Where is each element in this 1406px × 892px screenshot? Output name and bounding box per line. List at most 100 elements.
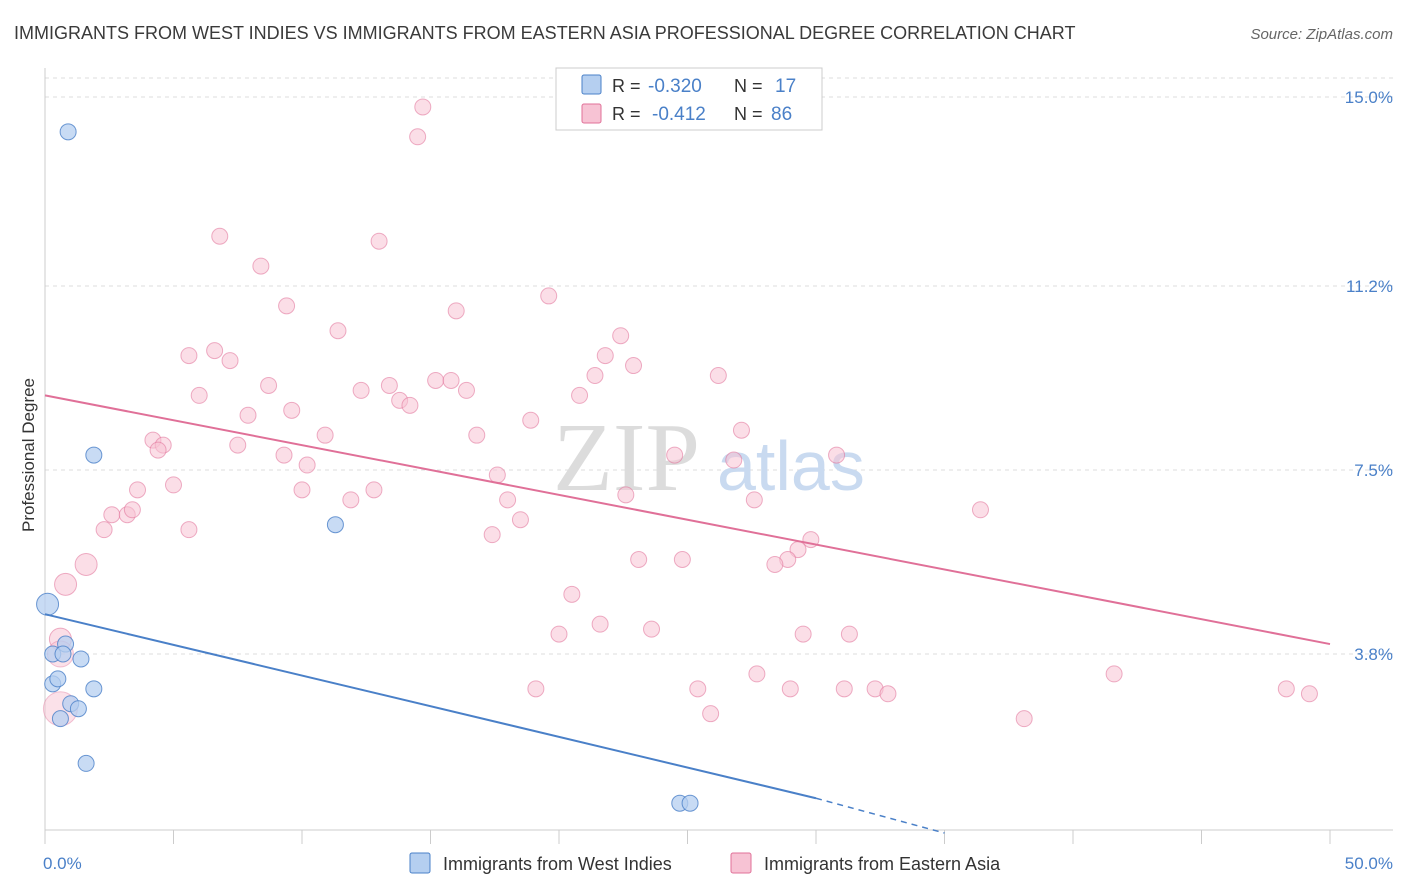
eastern-asia-point [630,551,648,569]
eastern-asia-point [643,620,661,638]
eastern-asia-point [1300,685,1318,703]
west-indies-point [36,592,60,616]
trend-lines [44,394,1331,834]
legend-n-value-2: 86 [771,104,792,125]
eastern-asia-point [745,491,763,509]
eastern-asia-point [971,501,989,519]
eastern-asia-point [709,367,727,384]
west-indies-point [49,670,67,688]
west-indies-points [36,123,699,812]
eastern-asia-point [794,625,812,643]
eastern-asia-point [483,526,501,544]
series-legend-swatch-eastern-asia [730,852,752,874]
eastern-asia-point [563,585,581,603]
west-indies-point [85,680,103,698]
eastern-asia-point [468,426,486,444]
eastern-asia-point [571,386,589,404]
watermark-atlas: atlas [717,427,865,505]
eastern-asia-point [732,421,750,439]
legend-r-value-1: -0.320 [648,76,702,97]
y-tick-label-3: 15.0% [1345,88,1393,107]
eastern-asia-point [427,371,445,389]
eastern-asia-point [447,302,465,320]
y-tick-label-2: 11.2% [1346,277,1393,296]
eastern-asia-point [1105,665,1123,683]
eastern-asia-point [879,685,897,703]
source-label: Source: ZipAtlas.com [1250,26,1393,43]
eastern-asia-point [617,486,635,504]
y-axis-title: Professional Degree [19,378,38,532]
eastern-asia-point [702,705,720,723]
west-indies-trend-line [44,613,817,800]
eastern-asia-point [74,552,98,576]
eastern-asia-point [414,98,432,116]
eastern-asia-point [298,456,316,474]
eastern-asia-point [370,232,388,250]
series-legend-label-eastern-asia: Immigrants from Eastern Asia [764,854,1001,874]
legend-r-label-2: R = [612,104,641,124]
west-indies-point [85,446,103,464]
x-tick-label-max: 50.0% [1345,854,1393,873]
eastern-asia-point [275,446,293,464]
eastern-asia-point [211,227,229,245]
eastern-asia-point [442,371,460,389]
eastern-asia-point [260,376,278,394]
eastern-asia-point [540,287,558,305]
legend-n-label-2: N = [734,104,763,124]
eastern-asia-trend-line [44,394,1331,646]
series-legend: Immigrants from West Indies Immigrants f… [409,852,1001,874]
eastern-asia-point [596,347,614,365]
eastern-asia-point [190,386,208,404]
eastern-asia-point [293,481,311,499]
legend-n-value-1: 17 [775,76,796,97]
legend-r-label-1: R = [612,76,641,96]
eastern-asia-point [54,572,78,596]
eastern-asia-point [625,357,643,375]
legend-swatch-west-indies [581,74,602,95]
grid [45,77,1393,655]
eastern-asia-point [1015,710,1033,728]
eastern-asia-point [103,506,121,524]
eastern-asia-point [342,491,360,509]
eastern-asia-point [149,441,167,459]
eastern-asia-point [781,680,799,698]
eastern-asia-point [221,352,239,370]
eastern-asia-point [748,665,766,683]
eastern-asia-point [673,551,691,569]
watermark: ZIP atlas [553,404,865,512]
eastern-asia-point [689,680,707,698]
eastern-asia-point [527,680,545,698]
eastern-asia-point [129,481,147,499]
legend-r-value-2: -0.412 [652,104,706,125]
series-legend-swatch-west-indies [409,852,431,874]
eastern-asia-point [511,511,529,529]
west-indies-point [69,700,87,718]
stats-legend: R = -0.320 N = 17 R = -0.412 N = 86 [555,67,823,131]
west-indies-trend-extension [815,797,945,834]
eastern-asia-point [352,381,370,399]
eastern-asia-point [488,466,506,484]
eastern-asia-point [165,476,182,494]
eastern-asia-point [401,396,419,414]
legend-n-label-1: N = [734,76,763,96]
eastern-asia-point [835,680,853,698]
eastern-asia-point [457,381,475,399]
eastern-asia-point [206,342,224,360]
eastern-asia-point [229,436,247,454]
x-tick-label-min: 0.0% [43,854,82,873]
eastern-asia-point [666,446,684,464]
eastern-asia-point [95,521,113,539]
y-tick-label-0: 3.8% [1354,645,1393,664]
eastern-asia-point [278,297,296,315]
eastern-asia-point [180,521,198,539]
eastern-asia-point [252,257,270,275]
eastern-asia-point [409,128,427,146]
west-indies-point [54,645,72,663]
eastern-asia-point [180,347,198,365]
eastern-asia-point [725,451,743,469]
west-indies-point [681,794,699,812]
eastern-asia-point [123,501,141,519]
eastern-asia-point [766,555,784,573]
eastern-asia-point [612,327,630,345]
